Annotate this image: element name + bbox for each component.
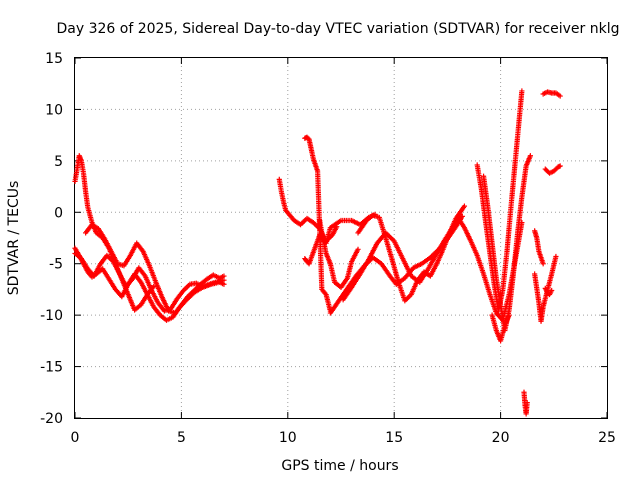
y-tick-label: 0 [54,205,63,221]
data-point [372,211,378,217]
x-tick-label: 25 [598,430,616,446]
data-point [527,153,533,159]
data-point [461,203,468,209]
y-tick-label: -20 [40,411,63,427]
y-tick-label: 5 [54,154,63,170]
data-point [549,287,555,294]
x-tick-label: 20 [492,430,510,446]
data-point [519,88,525,94]
data-point [305,135,311,141]
data-point [524,399,530,406]
axis-ticks: 0 5 10 15 20 25 -20 -15 -10 -5 0 5 10 15 [40,51,616,446]
y-tick-label: 10 [45,102,63,118]
y-tick-label: -15 [40,360,63,376]
data-point [355,246,361,252]
data-point [506,312,512,318]
data-points [72,88,563,417]
y-tick-label: -10 [40,308,63,324]
data-point [557,163,563,169]
y-axis-label: SDTVAR / TECUs [6,181,22,296]
data-point [221,277,227,283]
data-point [540,261,546,267]
gridlines [75,58,607,418]
data-point [557,93,563,99]
y-tick-label: -5 [49,257,63,273]
chart-title: Day 326 of 2025, Sidereal Day-to-day VTE… [57,21,620,37]
data-point [553,253,559,260]
x-tick-label: 15 [385,430,403,446]
x-tick-label: 10 [279,430,297,446]
x-axis-label: GPS time / hours [281,458,398,474]
plot-frame [74,57,608,419]
x-tick-label: 5 [177,430,186,446]
y-tick-label: 15 [45,51,63,67]
x-tick-label: 0 [71,430,80,446]
